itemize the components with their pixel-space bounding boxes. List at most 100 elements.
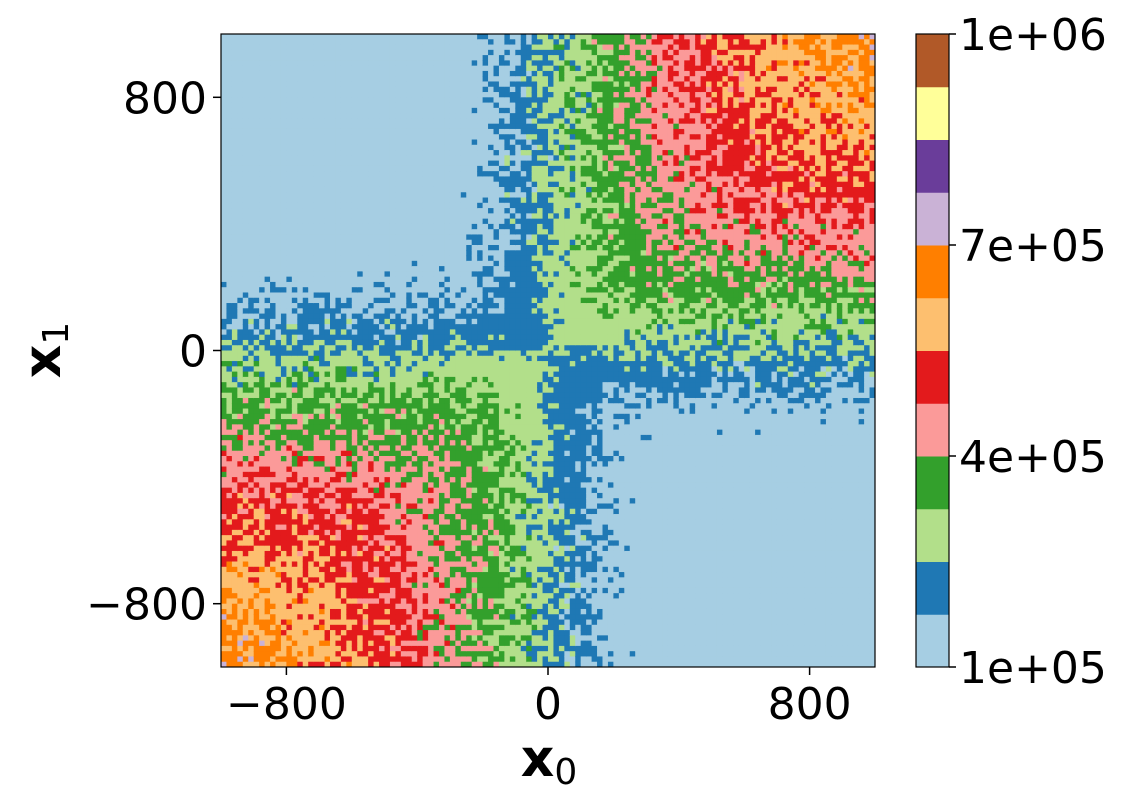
contour-cell <box>302 466 309 473</box>
contour-cell <box>330 92 337 98</box>
contour-cell <box>384 276 391 283</box>
contour-cell <box>221 424 228 431</box>
contour-cell <box>324 271 331 278</box>
contour-cell <box>264 39 271 46</box>
contour-cell <box>253 371 260 378</box>
contour-cell <box>351 60 358 67</box>
contour-cell <box>373 308 380 315</box>
contour-cell <box>384 250 391 257</box>
contour-cell <box>417 234 424 241</box>
contour-cell <box>357 339 364 346</box>
contour-cell <box>291 102 298 109</box>
contour-cell <box>291 392 298 399</box>
contour-cell <box>237 271 244 278</box>
contour-cell <box>379 139 386 146</box>
contour-cell <box>389 102 396 109</box>
contour-cell <box>439 260 446 267</box>
contour-cell <box>275 128 282 135</box>
contour-cell <box>433 466 440 473</box>
contour-cell <box>275 318 282 325</box>
contour-cell <box>319 55 326 61</box>
contour-cell <box>400 297 407 304</box>
contour-cell <box>433 202 440 209</box>
contour-cell <box>330 361 337 367</box>
contour-cell <box>297 582 304 589</box>
contour-cell <box>444 186 451 193</box>
contour-cell <box>330 297 337 304</box>
contour-cell <box>259 202 266 209</box>
contour-cell <box>346 123 353 130</box>
contour-cell <box>411 556 418 563</box>
contour-cell <box>270 118 277 125</box>
contour-cell <box>384 81 391 88</box>
contour-cell <box>340 276 347 283</box>
contour-cell <box>253 49 260 56</box>
contour-cell <box>280 81 287 88</box>
contour-cell <box>417 144 424 151</box>
contour-cell <box>433 529 440 536</box>
contour-cell <box>275 561 282 568</box>
contour-cell <box>313 160 320 167</box>
contour-cell <box>221 150 228 156</box>
contour-cell <box>280 229 287 236</box>
contour-cell <box>389 134 396 141</box>
contour-cell <box>362 70 369 77</box>
contour-cell <box>253 81 260 88</box>
contour-cell <box>280 76 287 83</box>
contour-cell <box>357 619 364 626</box>
contour-cell <box>297 376 304 383</box>
contour-cell <box>302 292 309 299</box>
contour-cell <box>406 424 413 431</box>
contour-cell <box>226 318 233 325</box>
contour-cell <box>248 81 255 88</box>
contour-cell <box>389 250 396 257</box>
contour-cell <box>259 297 266 304</box>
contour-cell <box>422 656 429 663</box>
contour-cell <box>346 603 353 610</box>
contour-cell <box>302 123 309 130</box>
contour-cell <box>248 355 255 362</box>
contour-cell <box>340 529 347 536</box>
contour-cell <box>308 566 315 573</box>
contour-cell <box>308 339 315 346</box>
contour-cell <box>302 345 309 352</box>
contour-cell <box>275 34 282 40</box>
contour-cell <box>411 397 418 404</box>
contour-cell <box>302 535 309 542</box>
contour-cell <box>270 498 277 505</box>
contour-cell <box>237 223 244 230</box>
contour-cell <box>319 445 326 452</box>
contour-cell <box>411 234 418 241</box>
contour-cell <box>319 39 326 46</box>
contour-cell <box>357 535 364 542</box>
contour-cell <box>395 223 402 230</box>
contour-cell <box>231 471 238 478</box>
contour-cell <box>231 387 238 394</box>
contour-cell <box>346 329 353 336</box>
contour-cell <box>340 128 347 135</box>
contour-cell <box>346 587 353 594</box>
contour-cell <box>286 76 293 83</box>
contour-cell <box>270 645 277 652</box>
contour-cell <box>264 514 271 520</box>
contour-cell <box>428 434 435 441</box>
contour-cell <box>221 55 228 61</box>
contour-cell <box>417 171 424 178</box>
contour-cell <box>395 656 402 663</box>
contour-cell <box>389 424 396 431</box>
contour-cell <box>242 76 249 83</box>
contour-cell <box>384 361 391 367</box>
contour-cell <box>297 86 304 93</box>
contour-cell <box>411 181 418 188</box>
contour-cell <box>237 456 244 462</box>
contour-cell <box>411 382 418 389</box>
contour-cell <box>319 60 326 67</box>
contour-cell <box>324 134 331 141</box>
contour-cell <box>286 239 293 246</box>
contour-cell <box>286 123 293 130</box>
contour-cell <box>379 339 386 346</box>
contour-cell <box>291 197 298 204</box>
contour-cell <box>433 366 440 373</box>
contour-cell <box>422 645 429 652</box>
contour-cell <box>231 276 238 283</box>
